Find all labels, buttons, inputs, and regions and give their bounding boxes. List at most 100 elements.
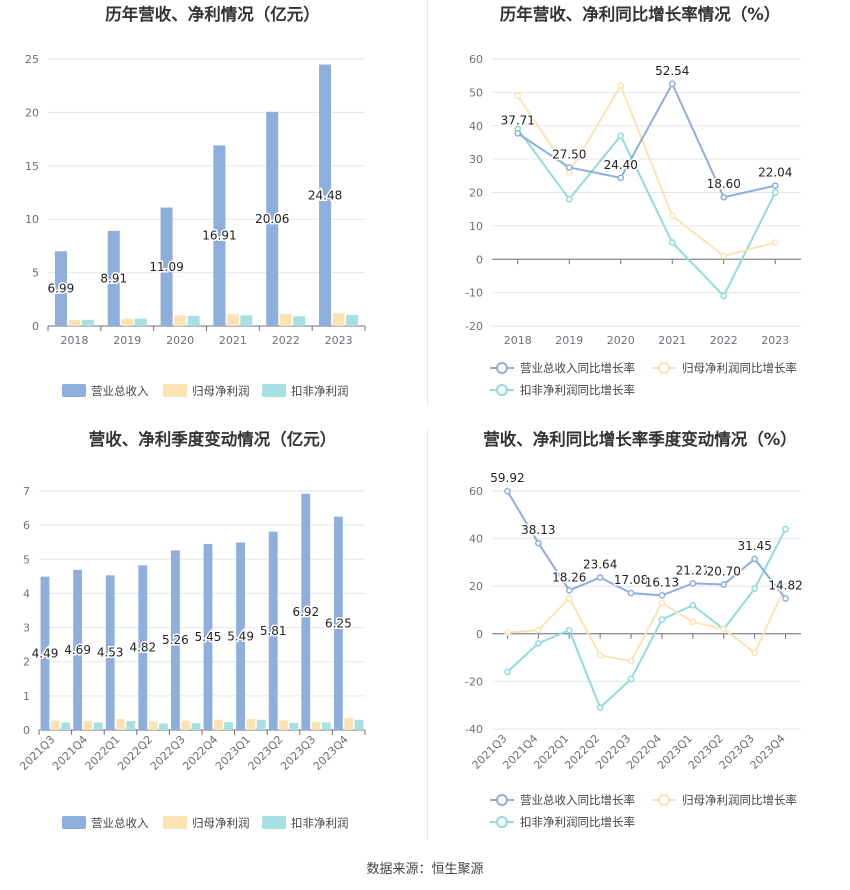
bar-0-2021Q4 — [73, 569, 82, 730]
series-point-2 — [689, 601, 697, 609]
x-tick-label: 2022 — [272, 334, 300, 347]
bar-0-2022Q2 — [138, 565, 148, 730]
line-data-label: 16.13 — [645, 575, 679, 589]
legend-label: 扣非净利润同比增长率 — [520, 815, 635, 829]
x-tick-label: 2022 — [710, 334, 738, 347]
x-tick-label: 2022Q3 — [148, 733, 188, 773]
x-tick-label: 2018 — [504, 334, 532, 347]
bar-1-2023Q2 — [279, 720, 288, 730]
y-tick-label: -40 — [465, 723, 483, 736]
x-tick-label: 2021 — [658, 334, 686, 347]
bar-data-label: 6.25 — [325, 616, 352, 630]
x-tick-label: 2018 — [60, 334, 88, 347]
series-point-0 — [617, 174, 625, 182]
line-data-label: 37.71 — [501, 113, 535, 127]
series-point-1 — [596, 651, 604, 659]
series-point-0 — [565, 164, 573, 171]
series-point-2 — [720, 292, 728, 300]
bar-0-2023Q2 — [268, 531, 278, 730]
bar-2-2023Q4 — [354, 719, 364, 730]
bar-data-label: 5.49 — [227, 629, 254, 643]
legend-marker — [658, 362, 670, 374]
bar-1-2020 — [174, 315, 187, 326]
x-tick-label: 2019 — [555, 334, 583, 347]
bar-1-2018 — [68, 320, 81, 326]
bar-data-label: 6.99 — [48, 282, 75, 296]
bar-2-2021Q4 — [93, 722, 103, 730]
series-point-2 — [565, 195, 573, 203]
bar-data-label: 5.81 — [260, 624, 287, 638]
series-point-2 — [617, 132, 625, 140]
x-tick-label: 2023 — [761, 334, 789, 347]
bar-0-2023Q3 — [301, 493, 311, 730]
bar-2-2022Q2 — [159, 723, 168, 730]
y-tick-label: 40 — [469, 533, 483, 546]
x-tick-label: 2023Q3 — [278, 733, 318, 773]
series-point-0 — [565, 586, 573, 594]
series-point-2 — [668, 239, 676, 246]
series-point-2 — [535, 639, 542, 647]
bar-data-label: 24.48 — [308, 188, 342, 202]
bar-data-label: 11.09 — [149, 260, 183, 274]
x-tick-label: 2021 — [219, 334, 247, 347]
y-tick-label: 1 — [23, 690, 30, 703]
quarterly-revenue-profit-chart: 营收、净利季度变动情况（亿元） 0 1 2 3 4 5 6 7 2021Q3 2021Q4 2022Q… — [0, 425, 425, 850]
series-point-1 — [535, 626, 542, 634]
series-point-0 — [782, 595, 789, 602]
x-tick-label: 2022Q1 — [83, 733, 123, 773]
y-tick-label: 10 — [25, 213, 39, 226]
x-tick-label: 2020 — [607, 334, 635, 347]
series-point-1 — [565, 594, 573, 602]
legend-swatch — [163, 816, 187, 829]
bar-1-2023Q4 — [344, 717, 354, 730]
legend-swatch — [62, 816, 86, 829]
bar-1-2022 — [279, 313, 292, 326]
legend-swatch — [62, 384, 86, 397]
bar-0-2023 — [319, 64, 332, 327]
legend-marker — [496, 362, 508, 374]
y-tick-label: 4 — [23, 587, 30, 600]
series-point-0 — [720, 581, 728, 588]
bar-2-2022Q3 — [191, 723, 201, 730]
line-data-label: 18.60 — [707, 177, 741, 191]
line-data-label: 59.92 — [490, 471, 524, 485]
bar-1-2021Q3 — [50, 720, 60, 730]
bar-data-label: 8.91 — [100, 271, 127, 285]
x-tick-label: 2021Q4 — [50, 733, 90, 773]
x-tick-label: 2022Q2 — [115, 733, 155, 773]
vertical-divider-bottom — [427, 430, 428, 840]
y-tick-label: 5 — [23, 553, 30, 566]
y-tick-label: 30 — [469, 153, 483, 166]
series-point-0 — [720, 193, 728, 201]
bar-2-2022Q4 — [224, 722, 234, 730]
y-tick-label: -20 — [465, 675, 483, 688]
y-tick-label: 40 — [469, 120, 483, 133]
legend-label: 扣非净利润 — [291, 816, 349, 830]
series-point-1 — [617, 82, 625, 90]
bar-1-2019 — [121, 318, 134, 326]
bar-1-2022Q4 — [213, 719, 223, 730]
legend-swatch — [262, 816, 286, 829]
series-point-1 — [514, 92, 522, 100]
series-point-1 — [751, 649, 758, 657]
bar-0-2019 — [107, 230, 120, 326]
y-tick-label: 60 — [469, 53, 483, 66]
series-point-1 — [689, 618, 697, 626]
series-line-2 — [506, 528, 787, 710]
bar-data-label: 4.53 — [97, 646, 124, 660]
line-data-label: 27.50 — [552, 147, 586, 161]
series-point-1 — [782, 582, 789, 590]
series-point-0 — [751, 555, 758, 563]
bar-0-2021 — [213, 145, 226, 326]
bar-data-label: 5.45 — [195, 630, 222, 644]
legend-label: 营业总收入同比增长率 — [520, 361, 635, 375]
series-point-0 — [535, 539, 542, 547]
y-tick-label: 15 — [25, 160, 39, 173]
legend-marker — [496, 816, 508, 828]
series-point-0 — [596, 574, 604, 581]
x-tick-label: 2021Q3 — [17, 733, 57, 773]
y-tick-label: 7 — [23, 485, 30, 498]
bar-2-2018 — [81, 319, 94, 326]
bar-0-2021Q3 — [40, 576, 50, 730]
x-tick-label: 2023Q4 — [748, 732, 788, 772]
